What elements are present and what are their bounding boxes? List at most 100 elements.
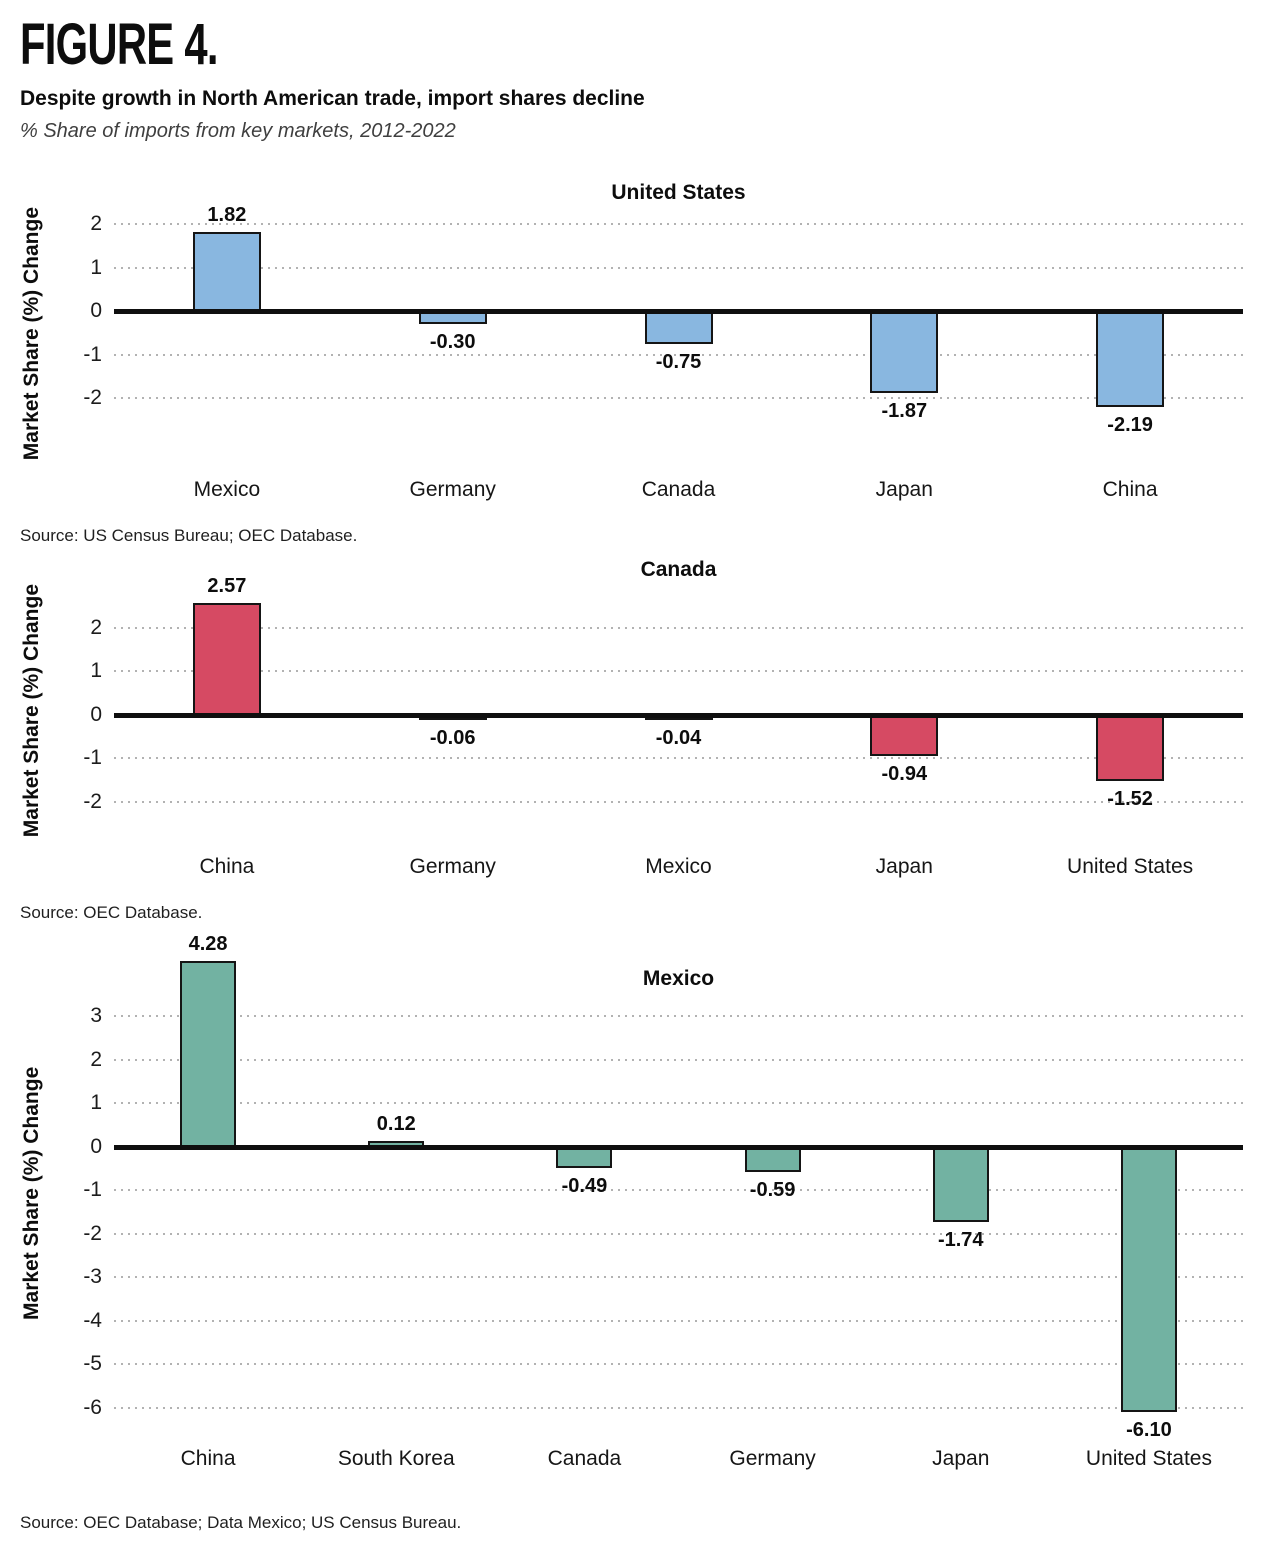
gridline: [114, 1363, 1243, 1366]
y-tick-label: -2: [83, 789, 102, 813]
y-tick-label: -4: [83, 1308, 102, 1332]
gridline: [114, 626, 1243, 629]
bar-japan: [870, 311, 939, 393]
x-category-label: Canada: [641, 478, 716, 502]
bar-value-label: 1.82: [207, 204, 247, 227]
bar-value-label: -0.04: [655, 726, 702, 749]
plot-area: 2.57 -0.06 -0.04 -0.94 -1.52: [114, 575, 1243, 819]
y-tick-label: 0: [90, 1134, 102, 1158]
bar-mexico: [192, 232, 261, 312]
gridline: [114, 1015, 1243, 1018]
bar-value-label: 0.12: [376, 1113, 416, 1136]
x-category-label: Japan: [875, 478, 933, 502]
chart-title: Canada: [640, 558, 717, 582]
x-category-label: China: [199, 855, 255, 879]
y-axis-label: Market Share (%) Change: [20, 1066, 43, 1321]
x-category-label: Japan: [875, 855, 933, 879]
bar-value-label: -1.87: [881, 399, 928, 422]
bar-china: [1096, 311, 1165, 407]
plot-area: 4.28 0.12 -0.49 -0.59 -1.74 -6.10: [114, 933, 1243, 1441]
gridline: [114, 1406, 1243, 1409]
y-axis-ticks: 3 2 1 0 -1 -2 -3 -4 -5 -6: [58, 957, 114, 1429]
bar-value-label: -0.59: [749, 1179, 796, 1202]
x-category-label: South Korea: [337, 1447, 455, 1471]
y-tick-label: 1: [90, 659, 102, 683]
y-tick-label: 0: [90, 702, 102, 726]
x-axis-labels: China South Korea Canada Germany Japan United…: [114, 1429, 1243, 1471]
y-tick-label: -2: [83, 1221, 102, 1245]
x-category-label: Germany: [409, 478, 496, 502]
bar-united-states: [1096, 714, 1165, 781]
x-category-label: Mexico: [193, 478, 261, 502]
bar-china: [192, 602, 261, 715]
bar-value-label: -0.30: [429, 331, 476, 354]
chart-mexico: Mexico Market Share (%) Change 3 2 1 0 -1 -2 -…: [20, 933, 1243, 1533]
chart-body: Market Share (%) Change 2 1 0 -1 -2 2.57 -0.0…: [20, 575, 1243, 838]
chart-body: Market Share (%) Change 2 1 0 -1 -2 1.82 -0.3…: [20, 204, 1243, 460]
bar-value-label: -0.49: [561, 1175, 608, 1197]
bar-china: [180, 960, 237, 1147]
y-tick-label: 3: [90, 1004, 102, 1028]
figure-title: Despite growth in North American trade, …: [20, 87, 645, 110]
figure-subtitle: % Share of imports from key markets, 201…: [20, 120, 456, 142]
bar-value-label: -6.10: [1126, 1419, 1172, 1442]
gridline: [114, 223, 1243, 226]
y-tick-label: -2: [83, 386, 102, 410]
zero-axis-line: [114, 1144, 1243, 1150]
y-tick-label: 2: [90, 615, 102, 639]
x-axis-labels: Mexico Germany Canada Japan China: [114, 460, 1243, 502]
x-category-label: Germany: [729, 1447, 816, 1471]
gridline: [114, 266, 1243, 269]
x-category-label: United States: [1067, 855, 1194, 879]
bar-canada: [644, 311, 713, 345]
bar-value-label: -1.74: [937, 1229, 984, 1252]
bar-value-label: 2.57: [207, 574, 247, 597]
chart-title: United States: [611, 181, 746, 204]
chart-title: Mexico: [642, 967, 715, 991]
gridline: [114, 1102, 1243, 1105]
y-tick-label: 2: [90, 1047, 102, 1071]
chart-body: Market Share (%) Change 3 2 1 0 -1 -2 -3 -4 -5 -6…: [20, 933, 1243, 1441]
bar-japan: [870, 714, 939, 756]
gridline: [114, 757, 1243, 760]
bar-value-label: -0.06: [429, 726, 476, 749]
x-category-label: Germany: [409, 855, 496, 879]
bar-value-label: -1.52: [1107, 787, 1153, 810]
gridline: [114, 1189, 1243, 1192]
gridline: [114, 397, 1243, 400]
y-tick-label: -3: [83, 1265, 102, 1289]
bar-united-states: [1120, 1146, 1177, 1413]
y-tick-label: -1: [83, 746, 102, 770]
source-note: Source: OEC Database.: [20, 903, 203, 923]
gridline: [114, 670, 1243, 673]
bar-germany: [744, 1146, 801, 1173]
y-tick-label: 2: [90, 212, 102, 236]
bar-value-label: -0.75: [655, 351, 702, 374]
y-tick-label: -1: [83, 1178, 102, 1202]
y-axis-ticks: 2 1 0 -1 -2: [58, 584, 114, 819]
zero-axis-line: [114, 712, 1243, 718]
bar-value-label: 4.28: [188, 932, 228, 955]
y-axis-ticks: 2 1 0 -1 -2: [58, 207, 114, 427]
zero-axis-line: [114, 309, 1243, 315]
bar-japan: [932, 1146, 989, 1223]
y-axis-label: Market Share (%) Change: [20, 584, 43, 838]
bar-canada: [556, 1146, 613, 1168]
x-category-label: Mexico: [645, 855, 712, 879]
x-category-label: Japan: [932, 1447, 990, 1471]
y-tick-label: 1: [90, 1091, 102, 1115]
y-tick-label: 1: [90, 255, 102, 279]
y-tick-label: 0: [90, 299, 102, 323]
gridline: [114, 1319, 1243, 1322]
chart-canada: Canada Market Share (%) Change 2 1 0 -1 -2 2…: [20, 558, 1243, 923]
x-axis-labels: China Germany Mexico Japan United States: [114, 837, 1243, 879]
gridline: [114, 353, 1243, 356]
y-tick-label: -6: [83, 1395, 102, 1419]
gridline: [114, 1276, 1243, 1279]
gridline: [114, 800, 1243, 803]
gridline: [114, 1058, 1243, 1061]
x-category-label: China: [180, 1447, 236, 1471]
x-category-label: China: [1102, 478, 1158, 502]
